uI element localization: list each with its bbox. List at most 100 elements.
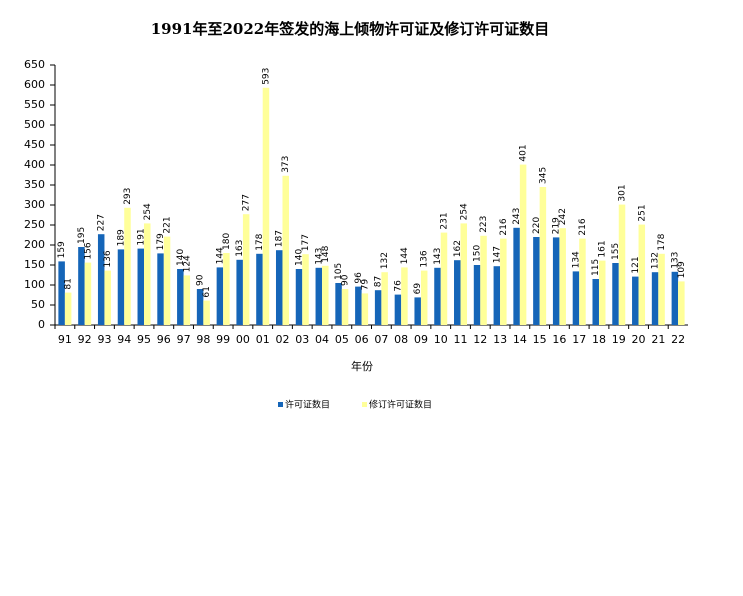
data-label: 115: [591, 259, 601, 276]
chart-title: 1991年至2022年签发的海上倾物许可证及修订许可证数目: [151, 20, 550, 38]
bar: [216, 267, 224, 325]
data-label: 124: [182, 255, 192, 272]
bar: [480, 235, 487, 325]
data-label: 90: [196, 274, 206, 286]
data-label: 132: [651, 252, 661, 269]
bar: [58, 261, 65, 325]
bar: [223, 253, 230, 325]
data-label: 177: [301, 234, 311, 251]
legend-label: 修订许可证数目: [369, 399, 432, 411]
x-tick-label: 18: [592, 333, 606, 346]
bar: [84, 262, 92, 325]
x-tick-label: 02: [275, 333, 289, 346]
data-label: 216: [499, 218, 509, 235]
bar: [579, 238, 586, 325]
y-tick-label: 550: [24, 98, 45, 111]
data-label: 96: [354, 272, 364, 284]
data-label: 162: [453, 240, 463, 257]
y-tick-label: 200: [24, 238, 45, 251]
data-label: 148: [321, 245, 331, 262]
data-label: 178: [657, 233, 667, 250]
x-axis-label: 年份: [351, 359, 373, 373]
data-label: 223: [479, 216, 489, 233]
bar: [440, 232, 448, 325]
bar: [236, 259, 243, 325]
data-label: 143: [433, 248, 443, 265]
bar: [64, 292, 72, 325]
x-tick-label: 99: [216, 333, 230, 346]
bar: [157, 253, 164, 325]
y-tick-label: 150: [24, 258, 45, 271]
data-label: 87: [374, 276, 384, 287]
data-label: 345: [538, 167, 548, 184]
data-label: 216: [578, 218, 588, 235]
y-tick-label: 250: [24, 218, 45, 231]
bar: [97, 234, 105, 325]
bar: [163, 236, 171, 325]
bar: [177, 269, 184, 325]
bar: [460, 223, 468, 325]
bar: [473, 265, 481, 325]
data-label: 301: [618, 184, 628, 201]
data-label: 277: [242, 194, 252, 211]
bar: [539, 187, 547, 325]
x-tick-label: 96: [157, 333, 171, 346]
bar: [671, 271, 679, 325]
x-tick-label: 15: [533, 333, 547, 346]
bar: [104, 270, 111, 325]
bar: [256, 253, 263, 325]
data-label: 180: [222, 233, 232, 250]
x-tick-label: 13: [493, 333, 507, 346]
data-label: 191: [136, 228, 146, 245]
bar: [374, 290, 382, 325]
legend-swatch: [362, 402, 368, 407]
bar: [401, 267, 408, 325]
x-tick-label: 95: [137, 333, 151, 346]
data-label: 231: [439, 212, 449, 229]
bar: [282, 175, 289, 325]
x-tick-label: 06: [355, 333, 369, 346]
data-label: 293: [123, 188, 133, 205]
x-tick-label: 92: [78, 333, 92, 346]
data-label: 132: [380, 252, 390, 269]
bar: [598, 260, 606, 325]
data-label: 161: [598, 240, 608, 257]
bar: [262, 87, 270, 325]
y-tick-label: 0: [38, 318, 45, 331]
x-tick-label: 03: [295, 333, 309, 346]
bar: [144, 223, 151, 325]
x-tick-label: 05: [335, 333, 349, 346]
x-tick-label: 14: [513, 333, 527, 346]
data-label: 61: [202, 286, 212, 297]
y-tick-label: 50: [31, 298, 45, 311]
data-label: 179: [156, 233, 166, 250]
data-label: 156: [83, 242, 93, 259]
x-tick-label: 17: [572, 333, 586, 346]
bar: [355, 286, 362, 325]
bar: [117, 249, 125, 325]
bar: [242, 214, 250, 325]
data-label: 159: [57, 241, 67, 258]
x-tick-label: 97: [177, 333, 191, 346]
data-label: 219: [552, 217, 562, 234]
bar: [552, 237, 560, 325]
bar: [454, 260, 461, 325]
x-tick-label: 21: [651, 333, 665, 346]
data-label: 81: [64, 278, 74, 289]
data-label: 109: [677, 261, 687, 278]
data-label: 136: [103, 250, 113, 267]
bar: [196, 289, 204, 325]
x-tick-label: 16: [552, 333, 566, 346]
data-label: 105: [334, 263, 344, 280]
bar: [513, 227, 520, 325]
data-label: 254: [459, 203, 469, 220]
bar: [315, 267, 323, 325]
x-tick-label: 91: [58, 333, 72, 346]
data-label: 178: [255, 233, 265, 250]
data-label: 254: [143, 203, 153, 220]
bar: [78, 247, 85, 325]
bar: [295, 269, 303, 325]
data-label: 79: [360, 279, 370, 291]
data-label: 189: [116, 229, 126, 246]
